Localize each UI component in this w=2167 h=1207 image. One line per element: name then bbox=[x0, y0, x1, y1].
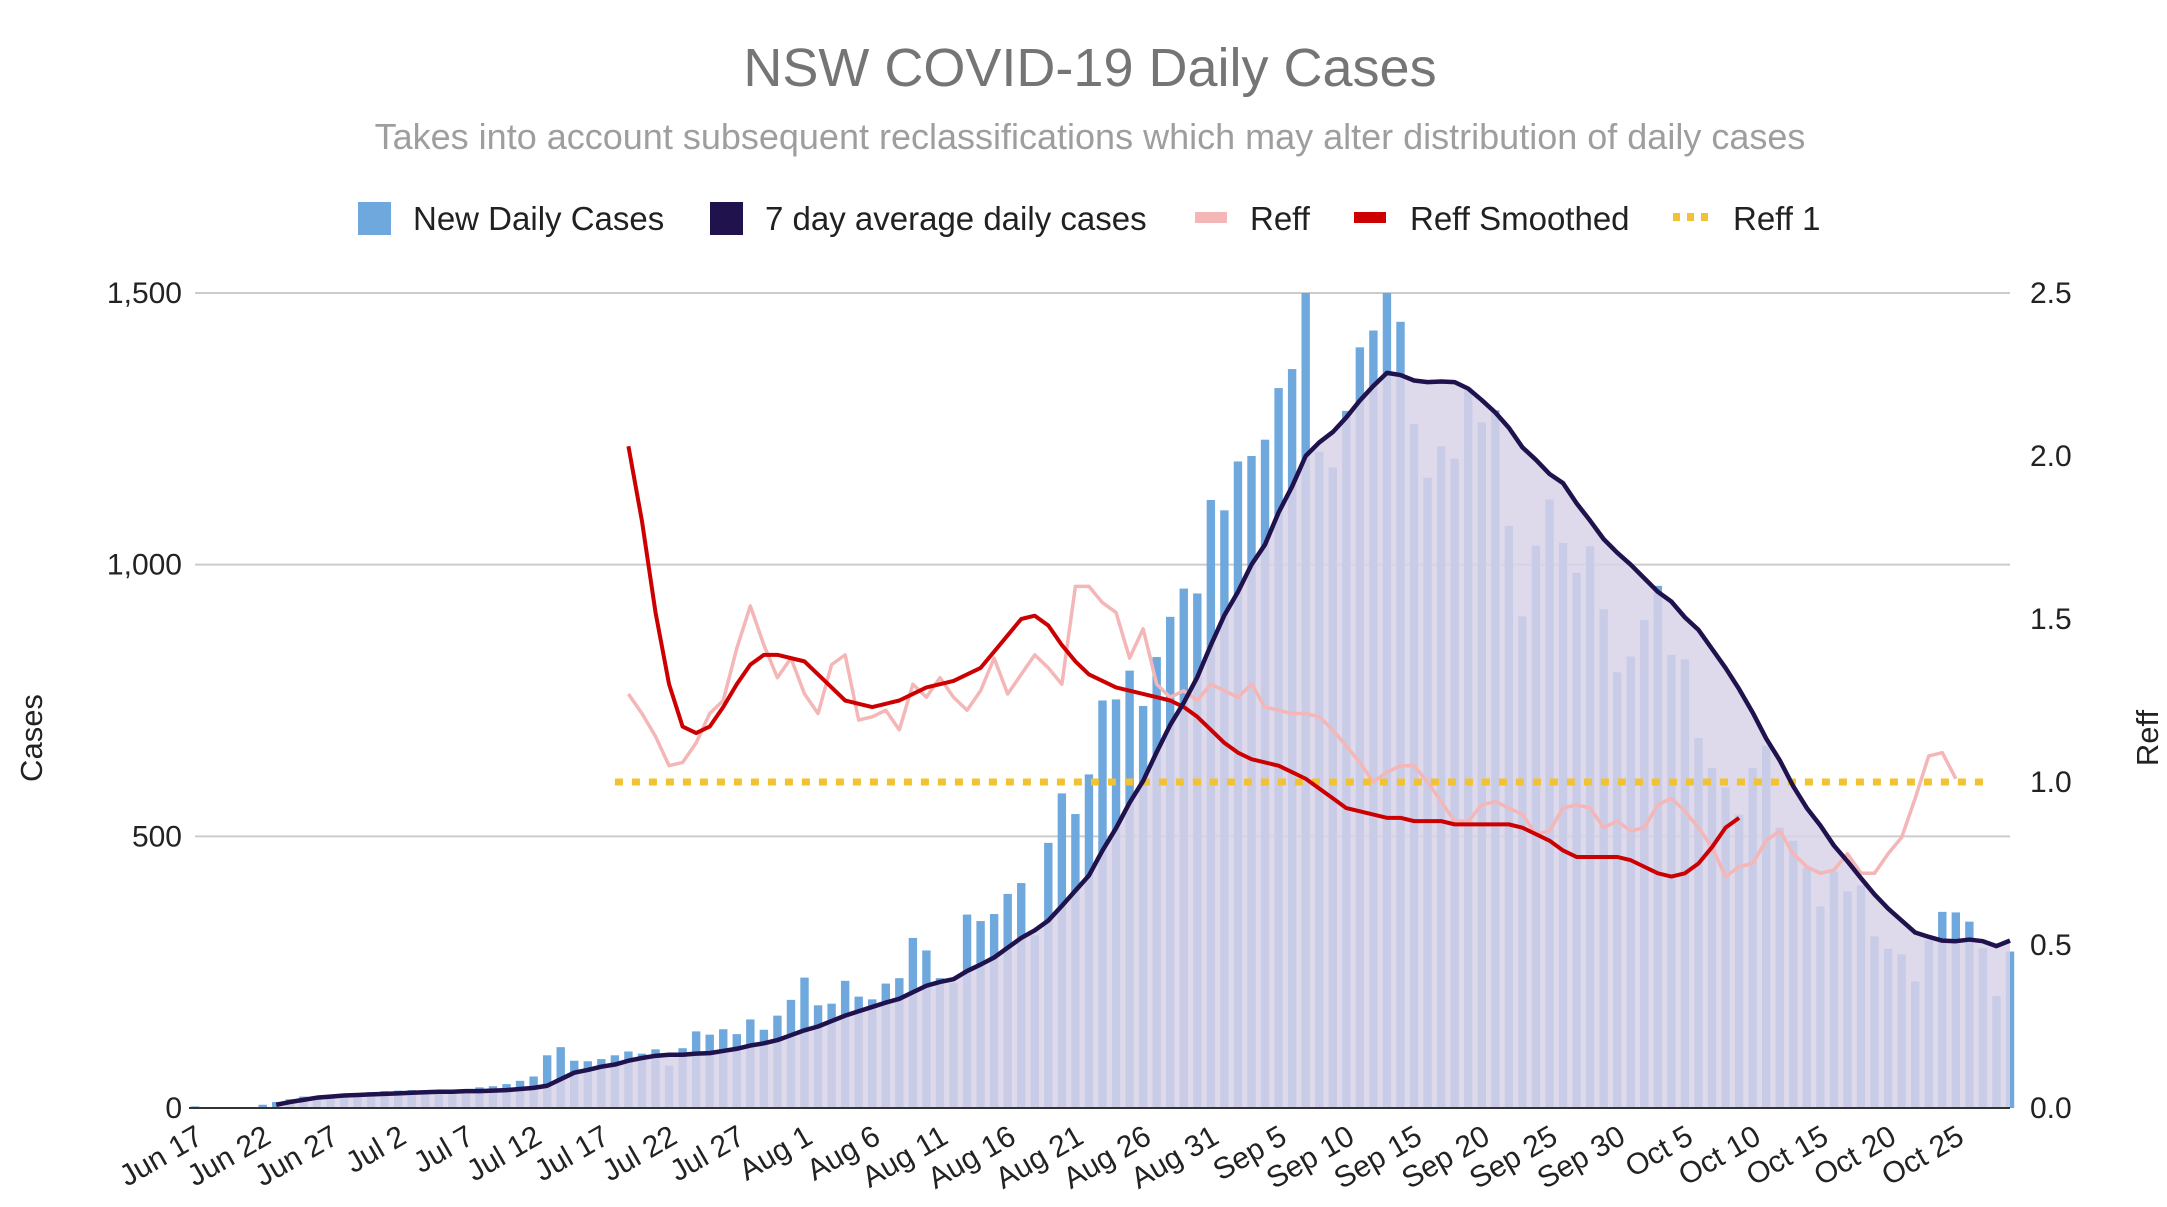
chart-title: NSW COVID-19 Daily Cases bbox=[743, 38, 1436, 98]
x-tick-label-5: Jul 12 bbox=[461, 1119, 547, 1188]
y2-tick-label-3: 1.5 bbox=[2030, 603, 2072, 636]
legend-swatch-7-day-average bbox=[710, 202, 743, 235]
x-tick-label-8: Jul 27 bbox=[664, 1119, 750, 1188]
legend-swatch-reff-smoothed bbox=[1354, 212, 1386, 223]
x-tick-label-3: Jul 2 bbox=[340, 1119, 411, 1179]
x-tick-label-9: Aug 1 bbox=[734, 1119, 818, 1187]
legend: New Daily Cases 7 day average daily case… bbox=[358, 200, 1820, 237]
line-reff bbox=[626, 584, 1958, 879]
y-axis-left-labels: 0 500 1,000 1,500 bbox=[107, 277, 182, 1125]
x-tick-label-6: Jul 17 bbox=[529, 1119, 615, 1188]
y2-tick-label-5: 2.5 bbox=[2030, 277, 2072, 310]
legend-label-7-day-average: 7 day average daily cases bbox=[765, 200, 1147, 237]
bar-26 bbox=[542, 1055, 552, 1108]
y-axis-right-labels: 0.0 0.5 1.0 1.5 2.0 2.5 bbox=[2030, 277, 2072, 1125]
legend-label-new-daily-cases: New Daily Cases bbox=[413, 200, 664, 237]
y2-tick-label-2: 1.0 bbox=[2030, 766, 2072, 799]
y2-tick-label-1: 0.5 bbox=[2030, 929, 2072, 962]
legend-swatch-reff bbox=[1195, 212, 1227, 223]
line-reff-smoothed bbox=[626, 445, 1741, 879]
y-axis-title-left: Cases bbox=[14, 694, 49, 782]
line-7-day-average bbox=[275, 370, 2011, 1107]
area-7-day-average bbox=[276, 372, 2010, 1108]
y-tick-label-0: 0 bbox=[165, 1092, 182, 1125]
chart-subtitle: Takes into account subsequent reclassifi… bbox=[375, 116, 1806, 157]
legend-label-reff-1: Reff 1 bbox=[1733, 200, 1820, 237]
legend-label-reff-smoothed: Reff Smoothed bbox=[1410, 200, 1630, 237]
bar-5 bbox=[258, 1104, 267, 1108]
y-axis-title-right: Reff bbox=[2130, 709, 2165, 766]
bar-6 bbox=[272, 1102, 281, 1108]
y-tick-label-1: 500 bbox=[132, 820, 182, 853]
y2-tick-label-0: 0.0 bbox=[2030, 1092, 2072, 1125]
y-tick-label-3: 1,500 bbox=[107, 277, 182, 310]
x-tick-label-7: Jul 22 bbox=[597, 1119, 683, 1188]
legend-swatch-new-daily-cases bbox=[358, 202, 391, 235]
y2-tick-label-4: 2.0 bbox=[2030, 440, 2072, 473]
legend-label-reff: Reff bbox=[1250, 200, 1311, 237]
y-tick-label-2: 1,000 bbox=[107, 549, 182, 582]
